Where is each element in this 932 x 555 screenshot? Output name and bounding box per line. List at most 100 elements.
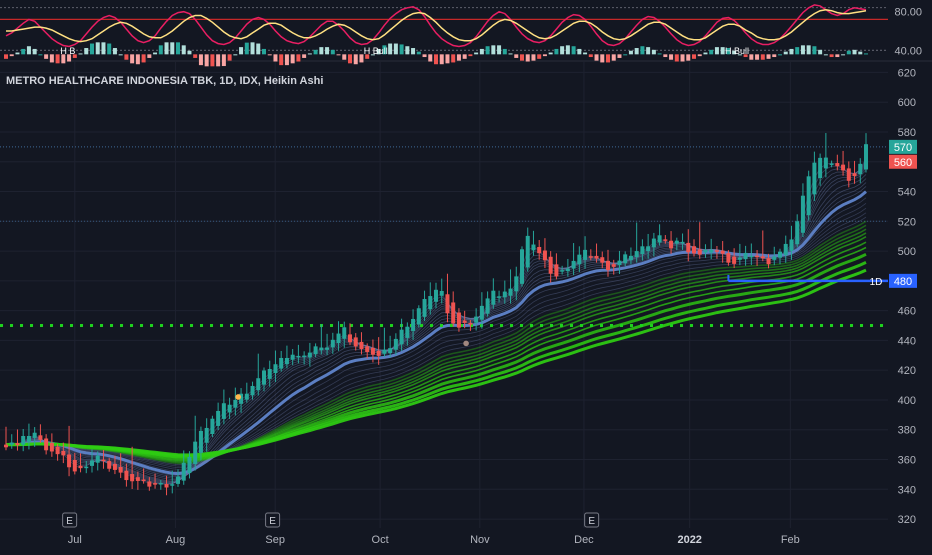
candle-body — [835, 163, 840, 167]
osc-histogram-bar — [44, 54, 49, 59]
osc-histogram-bar — [491, 45, 496, 55]
candle-body — [806, 176, 811, 216]
candle-body — [67, 454, 72, 468]
candle-body — [686, 242, 691, 253]
candle-body — [382, 349, 387, 354]
osc-histogram-bar — [703, 52, 708, 55]
candle — [181, 450, 186, 485]
osc-histogram-bar — [262, 48, 266, 55]
candle — [812, 151, 817, 201]
candle-body — [204, 427, 209, 443]
candle-body — [554, 264, 559, 277]
candle — [15, 429, 20, 451]
osc-histogram-bar — [726, 48, 731, 55]
candle — [588, 249, 593, 261]
candle-body — [261, 370, 267, 385]
osc-histogram-bar — [382, 45, 387, 55]
candle-body — [789, 239, 794, 251]
osc-histogram-bar — [852, 49, 857, 55]
candle-body — [347, 334, 353, 343]
heikin-ashi-candles — [3, 133, 869, 496]
candle — [795, 214, 800, 248]
osc-histogram-bar — [38, 54, 43, 56]
candle-body — [21, 435, 26, 445]
earnings-marker: E — [62, 512, 78, 528]
candle-body — [445, 294, 450, 314]
osc-histogram-bar — [90, 43, 94, 55]
osc-histogram-bar — [714, 47, 719, 55]
osc-histogram-bar — [101, 42, 106, 55]
candle-body — [307, 352, 312, 358]
candle — [583, 236, 588, 269]
candle-body — [451, 302, 456, 324]
candle-body — [107, 461, 112, 469]
candle — [84, 461, 89, 474]
candle — [732, 248, 737, 269]
candle — [743, 245, 748, 266]
osc-fast-line — [5, 4, 867, 48]
osc-histogram-bar — [227, 54, 232, 61]
candle-body — [640, 246, 645, 255]
candle-body — [330, 339, 335, 348]
candle — [691, 239, 697, 257]
candle — [3, 426, 9, 451]
candle — [835, 154, 840, 171]
osc-histogram-bar — [628, 50, 633, 55]
candle-body — [158, 483, 163, 485]
candle-body — [634, 251, 639, 258]
osc-histogram-bar — [651, 49, 656, 55]
candle — [325, 333, 330, 356]
candle — [428, 282, 433, 315]
candle — [531, 230, 536, 256]
osc-histogram-bar — [9, 54, 14, 57]
y-tick-label: 420 — [898, 365, 916, 377]
y-tick-label: 500 — [898, 246, 916, 258]
support-price-tag: 480 — [889, 273, 917, 288]
candle — [657, 224, 662, 246]
x-tick-label: Dec — [574, 534, 594, 546]
osc-histogram-bar — [542, 54, 547, 57]
candle-body — [433, 289, 439, 302]
candle — [72, 452, 77, 475]
candle-body — [714, 250, 719, 252]
candle — [359, 332, 364, 355]
y-tick-label: 320 — [898, 514, 916, 526]
candle-body — [628, 255, 633, 261]
osc-histogram-bar — [577, 48, 582, 55]
candle — [640, 239, 645, 261]
last-price-tag-text: 570 — [894, 142, 912, 154]
candle-body — [279, 357, 284, 369]
candle-body — [783, 243, 788, 256]
candle — [399, 318, 404, 351]
candle-body — [233, 399, 238, 408]
candle-body — [153, 483, 158, 485]
candle — [250, 381, 255, 400]
candle-body — [32, 432, 37, 438]
support-level-label: 1D — [870, 277, 883, 288]
candle-body — [841, 164, 846, 171]
candle-body — [244, 393, 249, 400]
candle — [445, 273, 450, 323]
x-tick-label: Jul — [68, 534, 82, 546]
candle-body — [319, 347, 324, 351]
candle — [273, 350, 278, 382]
candle — [290, 349, 295, 366]
osc-histogram-bar — [15, 52, 20, 55]
osc-histogram-bar — [107, 43, 112, 55]
osc-histogram-bar — [221, 54, 226, 67]
candle-body — [164, 484, 169, 488]
earnings-marker: E — [584, 512, 600, 528]
osc-histogram-bar — [72, 54, 77, 58]
candle-body — [9, 442, 14, 445]
candle — [89, 449, 95, 473]
candle-body — [760, 256, 765, 259]
candle-body — [313, 346, 318, 355]
candle-body — [267, 368, 272, 379]
candle — [55, 443, 60, 461]
candle — [554, 253, 559, 280]
candle-body — [657, 235, 662, 243]
osc-histogram-bar — [617, 54, 622, 58]
osc-histogram-bar — [233, 54, 238, 56]
candle-body — [302, 355, 307, 358]
candle — [21, 428, 26, 452]
